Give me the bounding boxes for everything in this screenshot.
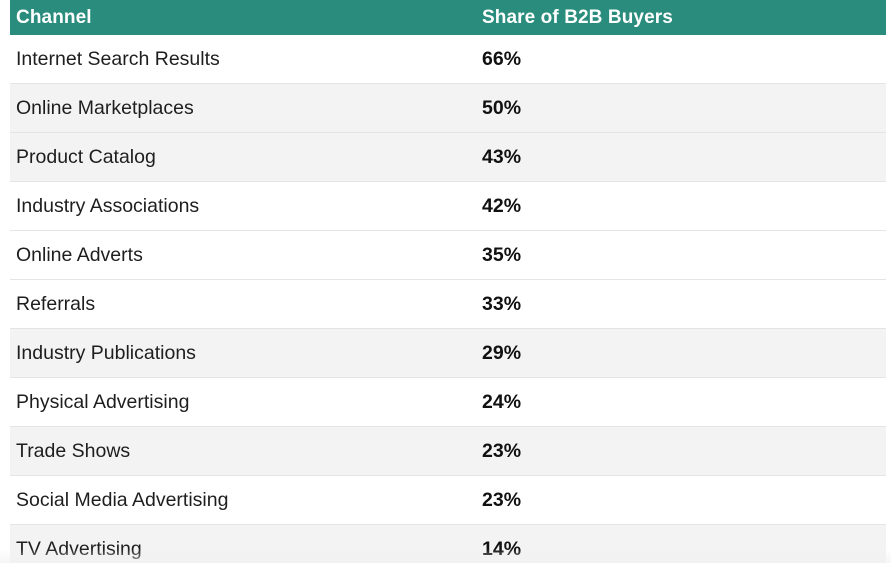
header-share: Share of B2B Buyers [482,6,673,28]
channel-cell: Social Media Advertising [16,488,229,511]
channel-share-table: Channel Share of B2B Buyers Internet Sea… [10,0,886,563]
table-row: Referrals 33% [10,280,886,329]
table-row: Online Marketplaces 50% [10,84,886,133]
table-row: Social Media Advertising 23% [10,476,886,525]
channel-cell: Online Marketplaces [16,96,194,119]
table-row: Internet Search Results 66% [10,35,886,84]
channel-cell: Physical Advertising [16,390,190,413]
share-cell: 33% [482,292,522,315]
table-row: Online Adverts 35% [10,231,886,280]
share-cell: 29% [482,341,522,364]
channel-cell: TV Advertising [16,537,142,560]
table-row: Trade Shows 23% [10,427,886,476]
share-cell: 66% [482,47,522,70]
table-header: Channel Share of B2B Buyers [10,0,886,35]
channel-cell: Online Adverts [16,243,143,266]
share-cell: 23% [482,488,522,511]
table-row: Industry Associations 42% [10,182,886,231]
share-cell: 42% [482,194,522,217]
channel-cell: Referrals [16,292,96,315]
share-cell: 14% [482,537,522,560]
table-row: Physical Advertising 24% [10,378,886,427]
table-body: Internet Search Results 66% Online Marketp… [10,35,886,563]
channel-cell: Product Catalog [16,145,156,168]
table-row: Product Catalog 43% [10,133,886,182]
share-cell: 35% [482,243,522,266]
share-cell: 43% [482,145,522,168]
page-edge [886,0,891,563]
table-row: TV Advertising 14% [10,525,886,563]
table-row: Industry Publications 29% [10,329,886,378]
share-cell: 23% [482,439,522,462]
channel-cell: Internet Search Results [16,47,220,70]
share-cell: 50% [482,96,522,119]
share-cell: 24% [482,390,522,413]
channel-cell: Trade Shows [16,439,131,462]
channel-cell: Industry Publications [16,341,196,364]
header-channel: Channel [16,6,92,28]
channel-cell: Industry Associations [16,194,200,217]
